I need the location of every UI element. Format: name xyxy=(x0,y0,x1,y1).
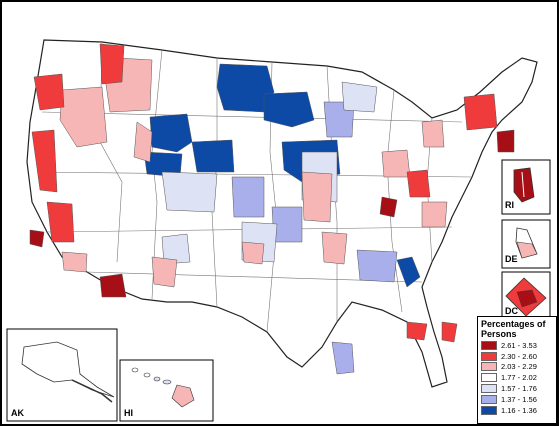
legend-label: 1.57 - 1.76 xyxy=(501,384,537,394)
legend-item: 1.77 - 2.02 xyxy=(478,372,556,383)
ri-shape xyxy=(513,167,535,203)
hawaii-islands xyxy=(131,367,195,408)
legend-item: 2.03 - 2.29 xyxy=(478,362,556,373)
legend-label: 1.16 - 1.36 xyxy=(501,405,537,415)
legend-item: 1.57 - 1.76 xyxy=(478,383,556,394)
legend-swatch xyxy=(481,394,497,404)
legend-title: Percentages of Persons xyxy=(481,319,546,339)
legend-swatch xyxy=(481,362,497,372)
dc-label: DC xyxy=(505,306,518,316)
legend-label: 2.03 - 2.29 xyxy=(501,362,537,372)
legend-rows: 2.61 - 3.53 2.30 - 2.60 2.03 - 2.29 1.77 - … xyxy=(478,340,556,416)
legend-swatch xyxy=(481,384,497,394)
hi-label: HI xyxy=(124,408,133,418)
ak-label: AK xyxy=(11,408,24,418)
legend-label: 1.77 - 2.02 xyxy=(501,373,537,383)
legend-label: 2.61 - 3.53 xyxy=(501,340,537,350)
legend-label: 1.37 - 1.56 xyxy=(501,394,537,404)
legend-swatch xyxy=(481,340,497,350)
ri-label: RI xyxy=(505,200,514,210)
alaska-shape xyxy=(21,341,115,398)
de-label: DE xyxy=(505,254,518,264)
legend-item: 2.30 - 2.60 xyxy=(478,351,556,362)
legend-swatch xyxy=(481,351,497,361)
legend-item: 1.37 - 1.56 xyxy=(478,394,556,405)
legend-item: 2.61 - 3.53 xyxy=(478,340,556,351)
legend-label: 2.30 - 2.60 xyxy=(501,351,537,361)
legend-swatch xyxy=(481,405,497,415)
legend-swatch xyxy=(481,373,497,383)
legend-item: 1.16 - 1.36 xyxy=(478,405,556,416)
map-legend: Percentages of Persons 2.61 - 3.53 2.30 -… xyxy=(477,316,557,424)
choropleth-regions xyxy=(29,43,515,375)
